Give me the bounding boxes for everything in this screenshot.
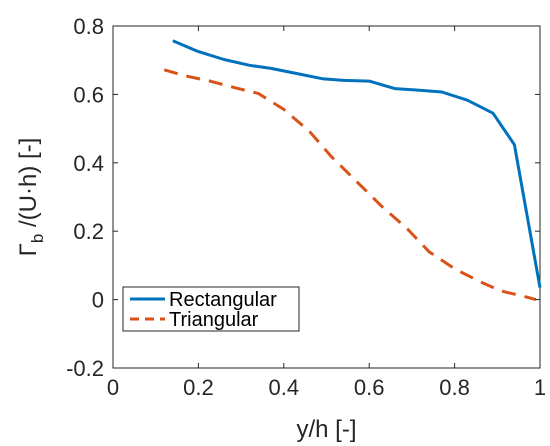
x-tick-label: 0.8	[439, 375, 470, 400]
x-tick-label: 0.2	[183, 375, 214, 400]
y-axis-label-rest: /(U·h) [-]	[15, 138, 42, 234]
y-tick-label: 0	[92, 288, 104, 313]
x-axis-label: y/h [-]	[296, 416, 356, 443]
legend-label-rectangular: Rectangular	[169, 289, 277, 311]
legend: Rectangular Triangular	[123, 287, 299, 331]
y-axis-label: Γb /(U·h) [-]	[15, 138, 47, 257]
x-tick-label: 1	[534, 375, 546, 400]
x-tick-label: 0.4	[269, 375, 300, 400]
x-tick-label: 0.6	[354, 375, 385, 400]
y-axis-label-subscript: b	[28, 234, 47, 243]
y-tick-label: 0.6	[73, 82, 104, 107]
x-tick-label: 0	[107, 375, 119, 400]
y-tick-label: 0.8	[73, 14, 104, 39]
y-tick-label: -0.2	[66, 356, 104, 381]
legend-label-triangular: Triangular	[169, 309, 259, 331]
y-axis-label-symbol: Γ	[15, 243, 42, 256]
y-tick-label: 0.2	[73, 219, 104, 244]
y-tick-label: 0.4	[73, 151, 104, 176]
